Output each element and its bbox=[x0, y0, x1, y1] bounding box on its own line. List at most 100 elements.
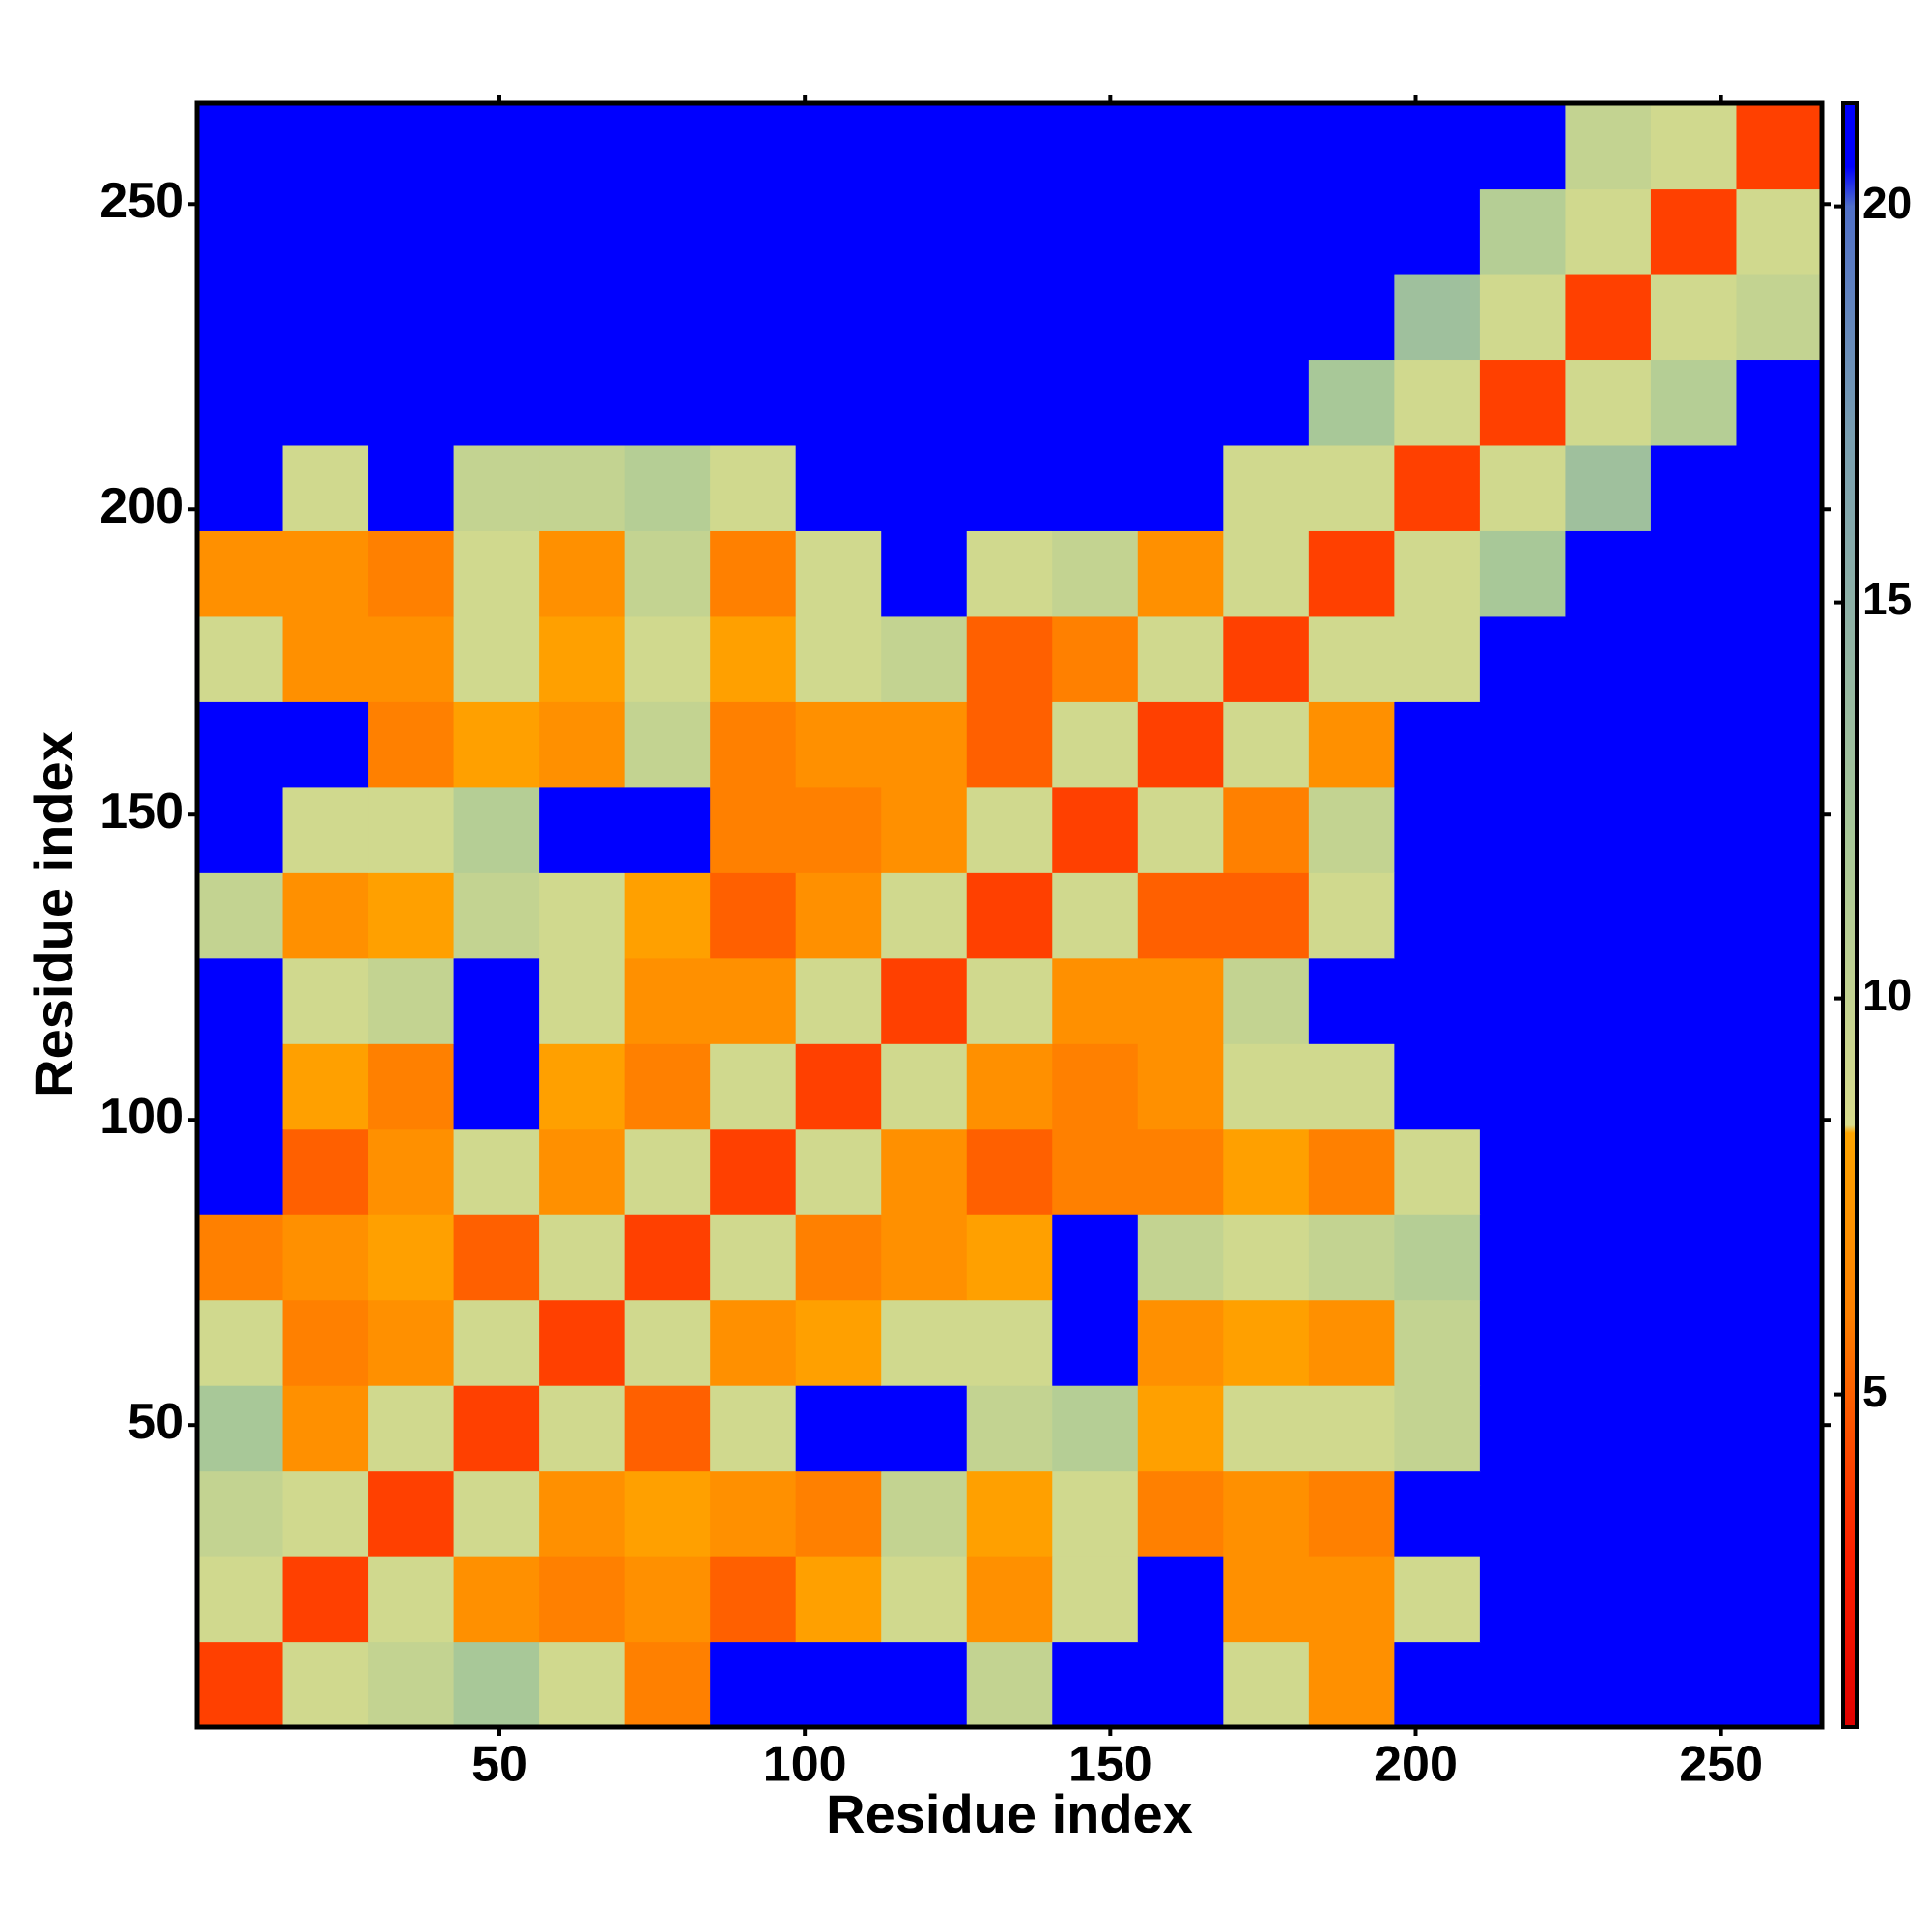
heatmap-cell bbox=[1137, 103, 1224, 190]
heatmap-cell bbox=[1394, 103, 1481, 190]
heatmap-cell bbox=[1394, 1214, 1481, 1301]
heatmap-cell bbox=[1479, 273, 1567, 361]
heatmap-cell bbox=[624, 1470, 711, 1557]
heatmap-cell bbox=[1137, 957, 1224, 1044]
heatmap-cell bbox=[966, 273, 1053, 361]
heatmap-cell bbox=[453, 1470, 540, 1557]
heatmap-cell bbox=[453, 188, 540, 275]
heatmap-cell bbox=[710, 1299, 797, 1386]
heatmap-cell bbox=[282, 872, 369, 959]
heatmap-cell bbox=[1308, 273, 1395, 361]
heatmap-cell bbox=[1479, 103, 1567, 190]
heatmap-cell bbox=[624, 872, 711, 959]
heatmap-cell bbox=[1052, 1641, 1139, 1728]
heatmap-cell bbox=[881, 444, 968, 531]
plot-frame bbox=[194, 100, 1825, 1730]
heatmap-cell bbox=[1394, 872, 1481, 959]
heatmap-cell bbox=[197, 615, 284, 702]
heatmap-cell bbox=[539, 530, 626, 617]
heatmap-cell bbox=[539, 1043, 626, 1130]
heatmap-cell bbox=[624, 615, 711, 702]
heatmap-cell bbox=[966, 1214, 1053, 1301]
heatmap-cell bbox=[1137, 1299, 1224, 1386]
heatmap-cell bbox=[368, 1214, 455, 1301]
heatmap-cell bbox=[624, 701, 711, 788]
heatmap-cell bbox=[368, 273, 455, 361]
heatmap-cell bbox=[966, 359, 1053, 446]
heatmap-cell bbox=[1394, 1043, 1481, 1130]
heatmap-cell bbox=[881, 786, 968, 873]
heatmap-cell bbox=[1223, 273, 1310, 361]
heatmap-cell bbox=[1394, 1556, 1481, 1643]
heatmap-cell bbox=[1052, 1299, 1139, 1386]
heatmap-cell bbox=[1479, 872, 1567, 959]
heatmap-cell bbox=[1394, 1128, 1481, 1215]
heatmap-cell bbox=[881, 1214, 968, 1301]
heatmap-cell bbox=[710, 359, 797, 446]
heatmap-cell bbox=[1650, 530, 1738, 617]
heatmap-cell bbox=[1394, 1299, 1481, 1386]
heatmap-cell bbox=[1565, 273, 1652, 361]
y-tick-label: 250 bbox=[99, 173, 184, 229]
heatmap-cell bbox=[282, 103, 369, 190]
heatmap-cell bbox=[795, 1214, 882, 1301]
heatmap-cell bbox=[1137, 1128, 1224, 1215]
heatmap-cell bbox=[368, 188, 455, 275]
x-tick-label: 200 bbox=[1374, 1737, 1458, 1793]
heatmap-cell bbox=[1137, 188, 1224, 275]
heatmap-cell bbox=[1223, 1299, 1310, 1386]
heatmap-cell bbox=[1479, 701, 1567, 788]
heatmap-cell bbox=[1394, 786, 1481, 873]
heatmap-cell bbox=[1565, 1556, 1652, 1643]
heatmap-cell bbox=[1052, 273, 1139, 361]
heatmap-cell bbox=[710, 273, 797, 361]
heatmap-cell bbox=[795, 530, 882, 617]
heatmap-cell bbox=[1137, 1641, 1224, 1728]
heatmap-cell bbox=[1137, 1470, 1224, 1557]
heatmap-cell bbox=[795, 701, 882, 788]
heatmap-cell bbox=[881, 957, 968, 1044]
x-tick-label: 50 bbox=[471, 1737, 527, 1793]
heatmap-cell bbox=[795, 103, 882, 190]
heatmap-cell bbox=[282, 1214, 369, 1301]
heatmap-cell bbox=[966, 615, 1053, 702]
heatmap-cell bbox=[368, 1299, 455, 1386]
heatmap-cell bbox=[282, 444, 369, 531]
heatmap-cell bbox=[1736, 615, 1823, 702]
heatmap-cell bbox=[539, 444, 626, 531]
heatmap-cell bbox=[710, 1470, 797, 1557]
heatmap-cell bbox=[710, 1385, 797, 1472]
heatmap-cell bbox=[1052, 1214, 1139, 1301]
heatmap-cell bbox=[539, 1641, 626, 1728]
heatmap-cell bbox=[966, 530, 1053, 617]
heatmap-cell bbox=[197, 957, 284, 1044]
heatmap-cell bbox=[368, 1385, 455, 1472]
heatmap-cell bbox=[1736, 1128, 1823, 1215]
heatmap-cell bbox=[1479, 957, 1567, 1044]
heatmap-cell bbox=[1565, 872, 1652, 959]
heatmap-cell bbox=[197, 1385, 284, 1472]
heatmap-cell bbox=[539, 957, 626, 1044]
heatmap-cell bbox=[966, 1556, 1053, 1643]
heatmap-cell bbox=[1052, 530, 1139, 617]
heatmap-cell bbox=[1565, 1470, 1652, 1557]
heatmap-cell bbox=[1650, 359, 1738, 446]
heatmap-cell bbox=[795, 1641, 882, 1728]
heatmap-cell bbox=[1052, 1385, 1139, 1472]
y-axis-title: Residue index bbox=[23, 731, 84, 1098]
heatmap-cell bbox=[1223, 1214, 1310, 1301]
y-tick-label: 50 bbox=[128, 1394, 184, 1450]
heatmap-cell bbox=[1223, 188, 1310, 275]
heatmap-cell bbox=[966, 872, 1053, 959]
heatmap-cell bbox=[1223, 1556, 1310, 1643]
heatmap-cell bbox=[453, 701, 540, 788]
heatmap-cell bbox=[795, 1128, 882, 1215]
heatmap-cell bbox=[624, 1214, 711, 1301]
heatmap-cell bbox=[1736, 1214, 1823, 1301]
heatmap-cell bbox=[1650, 615, 1738, 702]
heatmap-cell bbox=[368, 1043, 455, 1130]
heatmap-cell bbox=[1394, 1641, 1481, 1728]
heatmap-cell bbox=[1479, 359, 1567, 446]
heatmap-cell bbox=[1394, 188, 1481, 275]
heatmap-cell bbox=[710, 1128, 797, 1215]
